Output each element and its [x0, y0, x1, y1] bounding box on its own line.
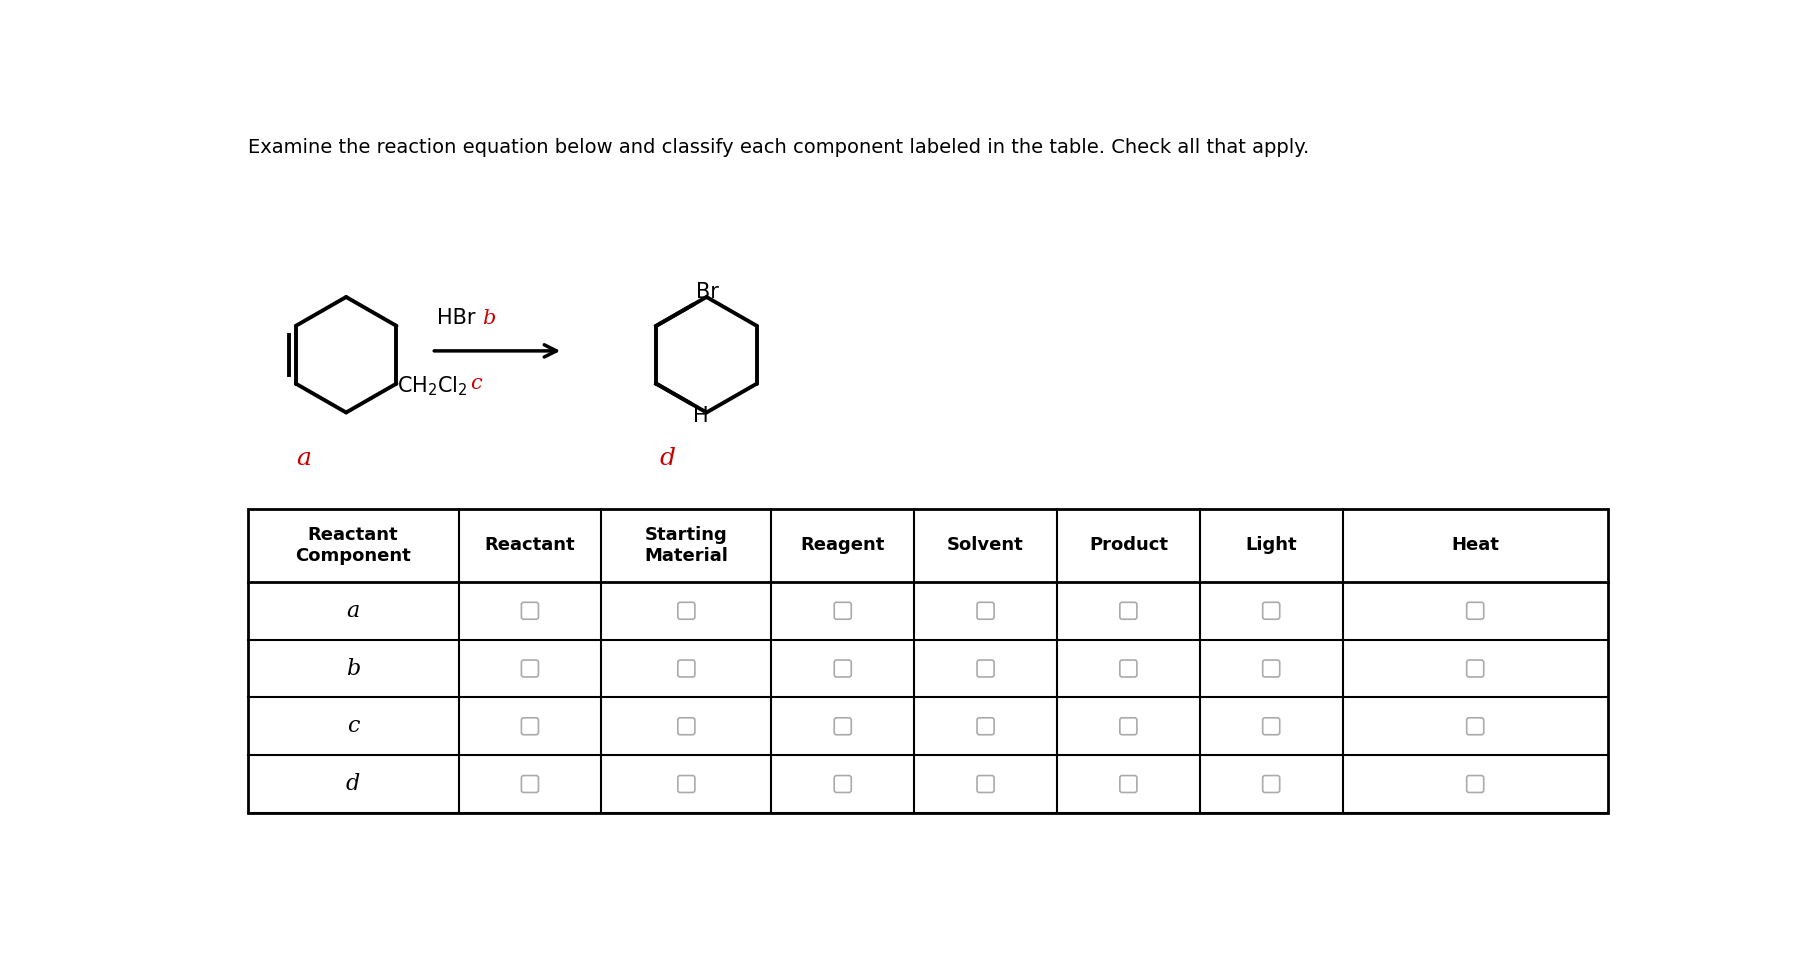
- FancyBboxPatch shape: [678, 660, 694, 677]
- Text: Heat: Heat: [1451, 537, 1498, 554]
- Text: Br: Br: [696, 281, 719, 302]
- FancyBboxPatch shape: [976, 660, 994, 677]
- FancyBboxPatch shape: [678, 718, 694, 735]
- FancyBboxPatch shape: [976, 602, 994, 619]
- FancyBboxPatch shape: [1465, 718, 1484, 735]
- FancyBboxPatch shape: [520, 718, 538, 735]
- FancyBboxPatch shape: [976, 776, 994, 793]
- Text: Starting
Material: Starting Material: [643, 526, 728, 565]
- FancyBboxPatch shape: [833, 602, 851, 619]
- Text: c: c: [470, 374, 482, 393]
- Text: a: a: [296, 447, 311, 470]
- FancyBboxPatch shape: [520, 660, 538, 677]
- FancyBboxPatch shape: [1261, 660, 1279, 677]
- FancyBboxPatch shape: [1119, 718, 1137, 735]
- FancyBboxPatch shape: [1465, 776, 1484, 793]
- Text: d: d: [660, 447, 676, 470]
- FancyBboxPatch shape: [1261, 776, 1279, 793]
- Text: CH$_2$Cl$_2$: CH$_2$Cl$_2$: [398, 374, 470, 397]
- Text: Light: Light: [1245, 537, 1296, 554]
- Text: b: b: [345, 658, 360, 680]
- FancyBboxPatch shape: [1119, 776, 1137, 793]
- Text: Solvent: Solvent: [947, 537, 1023, 554]
- FancyBboxPatch shape: [1465, 660, 1484, 677]
- Text: Product: Product: [1088, 537, 1167, 554]
- FancyBboxPatch shape: [520, 602, 538, 619]
- FancyBboxPatch shape: [678, 776, 694, 793]
- Text: d: d: [345, 773, 360, 795]
- Text: H: H: [692, 406, 708, 425]
- Text: HBr: HBr: [435, 308, 481, 328]
- Text: Reactant: Reactant: [484, 537, 575, 554]
- FancyBboxPatch shape: [1465, 602, 1484, 619]
- Text: Reactant
Component: Reactant Component: [295, 526, 410, 565]
- FancyBboxPatch shape: [833, 776, 851, 793]
- FancyBboxPatch shape: [976, 718, 994, 735]
- Bar: [248, 509, 1606, 813]
- Text: b: b: [481, 308, 495, 328]
- FancyBboxPatch shape: [520, 776, 538, 793]
- FancyBboxPatch shape: [1119, 660, 1137, 677]
- FancyBboxPatch shape: [1261, 602, 1279, 619]
- FancyBboxPatch shape: [833, 718, 851, 735]
- Text: Reagent: Reagent: [801, 537, 884, 554]
- Text: Examine the reaction equation below and classify each component labeled in the t: Examine the reaction equation below and …: [248, 137, 1308, 157]
- FancyBboxPatch shape: [833, 660, 851, 677]
- FancyBboxPatch shape: [678, 602, 694, 619]
- Text: c: c: [347, 716, 360, 737]
- Text: a: a: [347, 600, 360, 622]
- FancyBboxPatch shape: [1119, 602, 1137, 619]
- FancyBboxPatch shape: [1261, 718, 1279, 735]
